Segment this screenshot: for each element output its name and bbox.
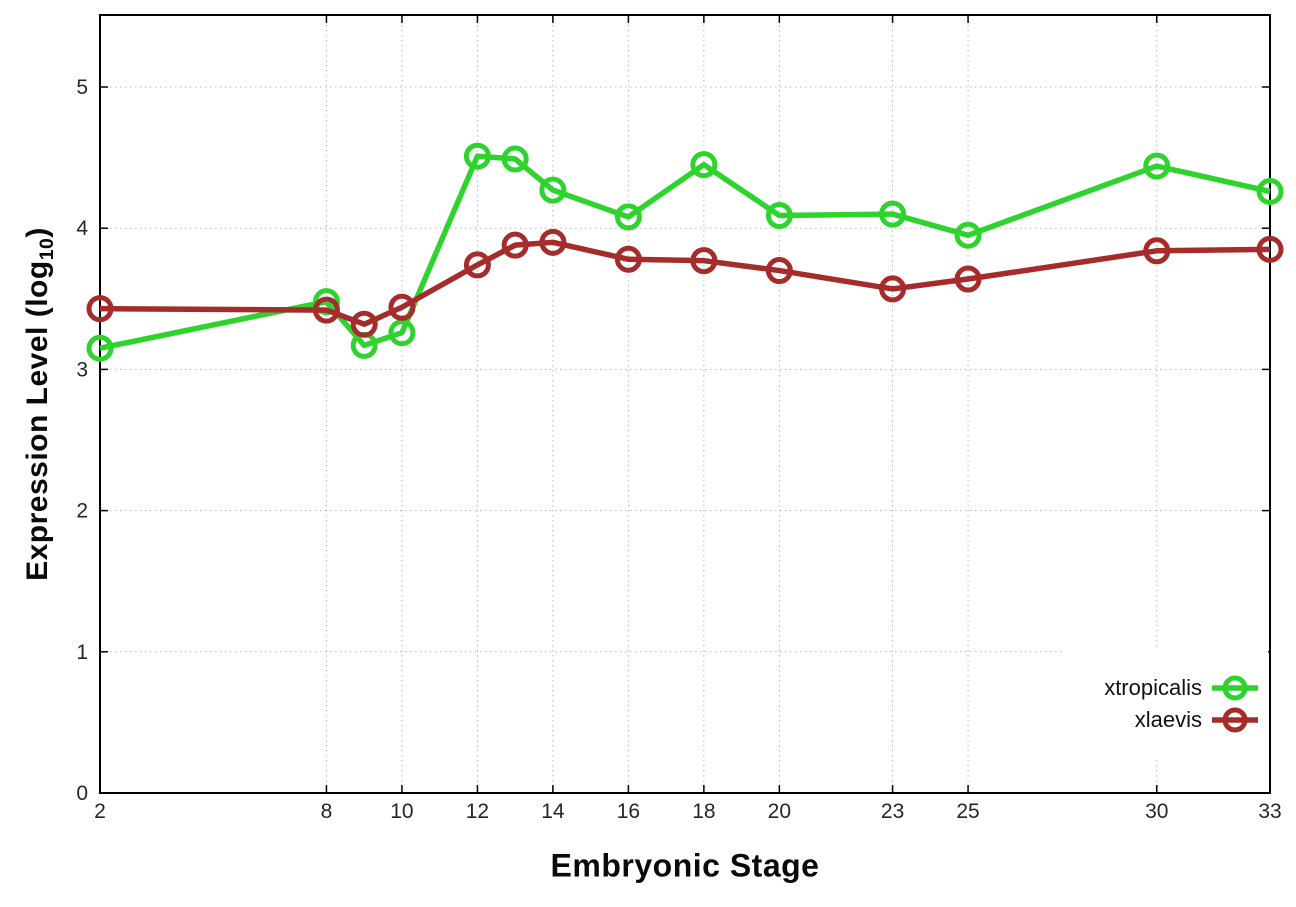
series-xlaevis-line <box>99 239 1271 327</box>
x-tick-label: 33 <box>1258 800 1281 823</box>
y-axis-title-subscript: 10 <box>35 237 58 261</box>
y-axis-title-suffix: ) <box>21 227 55 238</box>
y-tick-label: 5 <box>76 76 88 99</box>
series-xlaevis-point <box>614 245 642 273</box>
series-xlaevis-point <box>350 310 378 338</box>
legend-marker-xtropicalis-icon <box>1212 675 1258 701</box>
series-xlaevis-point <box>539 228 567 256</box>
series-xtropicalis-point <box>463 142 491 170</box>
series-xlaevis-point <box>954 265 982 293</box>
series-xlaevis-point <box>312 296 340 324</box>
legend-label-xtropicalis: xtropicalis <box>1104 675 1202 700</box>
series-xlaevis-point <box>501 231 529 259</box>
legend-row-xtropicalis: xtropicalis <box>1104 674 1258 702</box>
legend-row-xlaevis: xlaevis <box>1135 706 1258 734</box>
y-tick-label: 1 <box>76 641 88 664</box>
x-tick-label: 12 <box>466 800 489 823</box>
series-xlaevis-point <box>690 247 718 275</box>
x-tick-label: 2 <box>94 800 106 823</box>
series-xtropicalis-point <box>954 221 982 249</box>
legend-label-xlaevis: xlaevis <box>1134 707 1202 732</box>
series-xlaevis-point <box>879 275 907 303</box>
series-xtropicalis-point <box>765 201 793 229</box>
series-xlaevis-point <box>765 257 793 285</box>
series-xlaevis-point <box>463 251 491 279</box>
x-tick-label: 8 <box>321 800 333 823</box>
series-xtropicalis-line <box>99 153 1271 351</box>
series-xtropicalis-point <box>501 145 529 173</box>
series-xtropicalis-point <box>1143 152 1171 180</box>
y-axis-title: Expression Level (log10) <box>21 227 59 581</box>
series-xtropicalis-point <box>690 151 718 179</box>
x-tick-label: 16 <box>617 800 640 823</box>
x-tick-label: 18 <box>692 800 715 823</box>
x-axis-title: Embryonic Stage <box>550 847 820 884</box>
x-tick-label: 23 <box>881 800 904 823</box>
y-axis-title-text: Expression Level (log <box>21 260 55 581</box>
y-tick-label: 4 <box>76 217 88 240</box>
series-xlaevis-point <box>86 295 114 323</box>
y-tick-label: 2 <box>76 500 88 523</box>
legend: xtropicalis xlaevis <box>1062 649 1268 759</box>
series-xlaevis-point <box>388 293 416 321</box>
x-tick-label: 14 <box>541 800 565 823</box>
series-xtropicalis-point <box>388 319 416 347</box>
series-xtropicalis-point <box>539 176 567 204</box>
x-tick-label: 30 <box>1145 800 1168 823</box>
series-xtropicalis-point <box>879 200 907 228</box>
x-tick-label: 25 <box>956 800 979 823</box>
plot-frame <box>99 14 1271 794</box>
x-tick-label: 10 <box>390 800 413 823</box>
series-xtropicalis-point <box>614 203 642 231</box>
series-xtropicalis-point <box>86 334 114 362</box>
x-tick-label: 20 <box>768 800 791 823</box>
series-xtropicalis-point <box>1256 177 1284 205</box>
legend-marker-xlaevis-icon <box>1212 707 1258 733</box>
y-tick-label: 3 <box>76 358 88 381</box>
series-xlaevis-point <box>1143 237 1171 265</box>
y-tick-label: 0 <box>76 782 88 805</box>
series-xlaevis-point <box>1256 235 1284 263</box>
